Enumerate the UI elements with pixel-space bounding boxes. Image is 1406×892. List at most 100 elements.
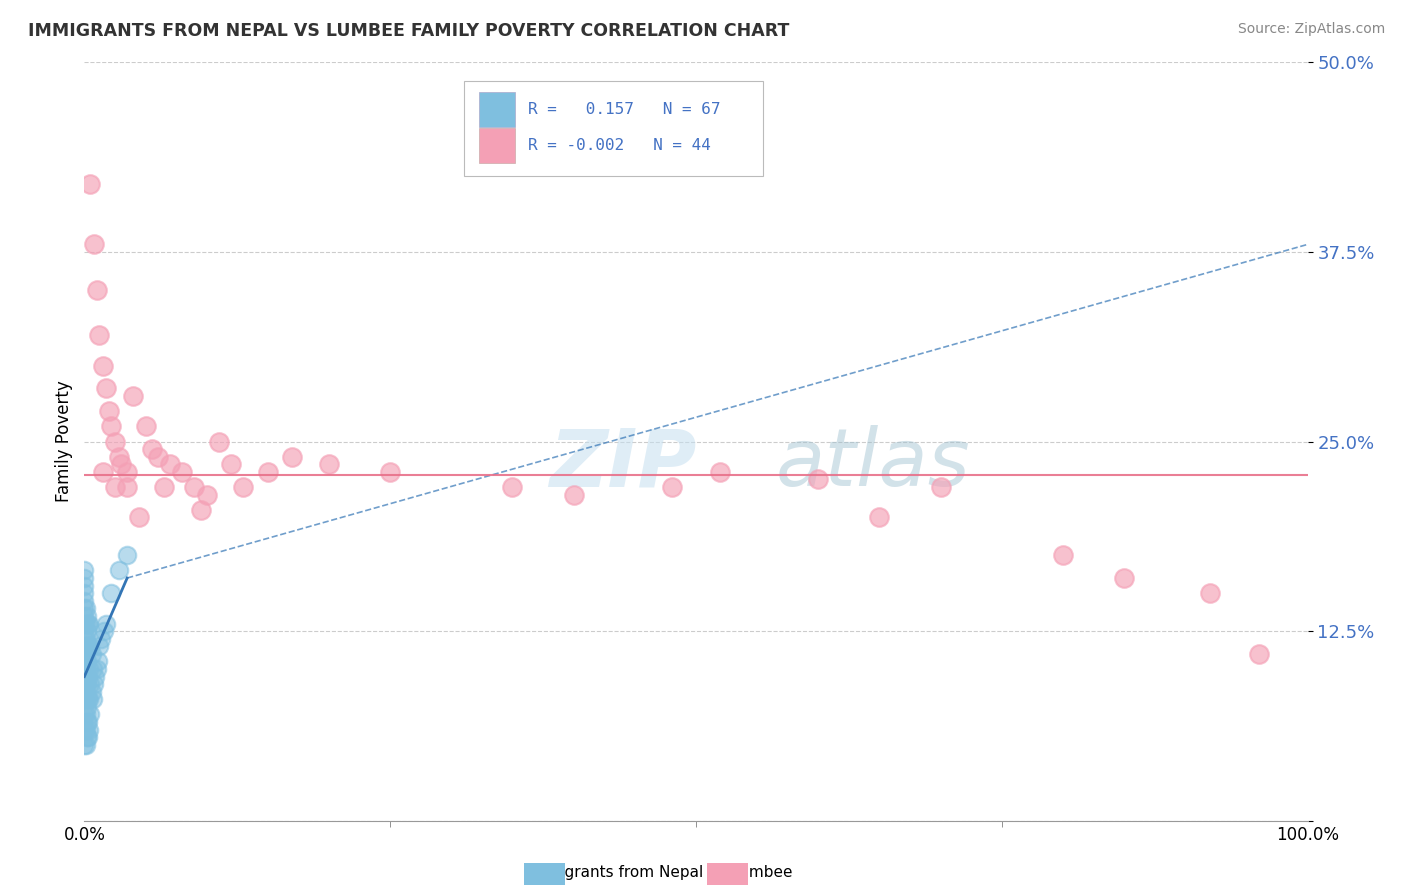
Point — [146, 450, 169, 464]
Point — [232, 480, 254, 494]
Point — [90, 632, 112, 646]
Point — [153, 480, 176, 494]
Point — [77, 669, 100, 683]
Point — [76, 715, 98, 730]
Point — [107, 450, 129, 464]
Point — [73, 738, 96, 752]
Point — [97, 404, 120, 418]
FancyBboxPatch shape — [464, 81, 763, 177]
Point — [257, 465, 280, 479]
FancyBboxPatch shape — [479, 128, 515, 163]
Point — [91, 465, 114, 479]
Point — [77, 715, 100, 730]
Point — [661, 480, 683, 494]
Point — [100, 419, 122, 434]
Point — [73, 647, 96, 661]
Point — [869, 510, 891, 524]
Point — [76, 655, 98, 669]
Point — [82, 692, 104, 706]
Point — [83, 677, 105, 691]
Point — [73, 579, 96, 593]
Point — [76, 677, 98, 691]
Point — [75, 616, 97, 631]
Point — [75, 707, 97, 722]
Point — [128, 510, 150, 524]
Point — [79, 177, 101, 191]
FancyBboxPatch shape — [479, 92, 515, 127]
Point — [208, 434, 231, 449]
Point — [77, 616, 100, 631]
Point — [73, 723, 96, 737]
Point — [84, 669, 107, 683]
Point — [76, 699, 98, 714]
Y-axis label: Family Poverty: Family Poverty — [55, 381, 73, 502]
Point — [73, 632, 96, 646]
Point — [73, 669, 96, 683]
Point — [190, 503, 212, 517]
Point — [75, 677, 97, 691]
Point — [91, 359, 114, 373]
Point — [82, 662, 104, 676]
Point — [73, 639, 96, 653]
Point — [80, 685, 103, 699]
Text: IMMIGRANTS FROM NEPAL VS LUMBEE FAMILY POVERTY CORRELATION CHART: IMMIGRANTS FROM NEPAL VS LUMBEE FAMILY P… — [28, 22, 790, 40]
Point — [122, 389, 145, 403]
Point — [76, 624, 98, 639]
Point — [75, 632, 97, 646]
Text: atlas: atlas — [776, 425, 970, 503]
Point — [195, 487, 218, 501]
Point — [115, 548, 138, 563]
Point — [73, 677, 96, 691]
Point — [135, 419, 157, 434]
Point — [73, 707, 96, 722]
Point — [75, 723, 97, 737]
Point — [73, 616, 96, 631]
Point — [80, 647, 103, 661]
Point — [110, 458, 132, 472]
Text: ZIP: ZIP — [550, 425, 696, 503]
Point — [73, 624, 96, 639]
Text: R = -0.002   N = 44: R = -0.002 N = 44 — [529, 138, 711, 153]
Point — [77, 639, 100, 653]
Point — [318, 458, 340, 472]
Point — [75, 692, 97, 706]
Point — [75, 738, 97, 752]
Point — [96, 382, 118, 396]
Point — [73, 564, 96, 578]
Point — [77, 662, 100, 676]
Point — [281, 450, 304, 464]
Point — [219, 458, 242, 472]
Text: Immigrants from Nepal: Immigrants from Nepal — [526, 865, 703, 880]
Point — [502, 480, 524, 494]
Text: Source: ZipAtlas.com: Source: ZipAtlas.com — [1237, 22, 1385, 37]
Point — [73, 692, 96, 706]
Point — [77, 730, 100, 744]
Point — [159, 458, 181, 472]
Point — [79, 677, 101, 691]
Point — [75, 601, 97, 615]
Point — [86, 662, 108, 676]
Point — [1052, 548, 1074, 563]
Point — [115, 480, 138, 494]
Point — [79, 639, 101, 653]
Point — [73, 571, 96, 585]
Point — [79, 707, 101, 722]
Point — [1114, 571, 1136, 585]
Point — [380, 465, 402, 479]
Point — [77, 616, 100, 631]
Point — [73, 655, 96, 669]
Point — [87, 328, 110, 343]
Point — [77, 692, 100, 706]
Point — [100, 586, 122, 600]
Point — [73, 594, 96, 608]
Text: R =   0.157   N = 67: R = 0.157 N = 67 — [529, 102, 721, 117]
Point — [76, 730, 98, 744]
Point — [104, 434, 127, 449]
Point — [115, 465, 138, 479]
Point — [183, 480, 205, 494]
Point — [75, 662, 97, 676]
Point — [86, 283, 108, 297]
Point — [77, 692, 100, 706]
Point — [93, 624, 115, 639]
Point — [76, 639, 98, 653]
